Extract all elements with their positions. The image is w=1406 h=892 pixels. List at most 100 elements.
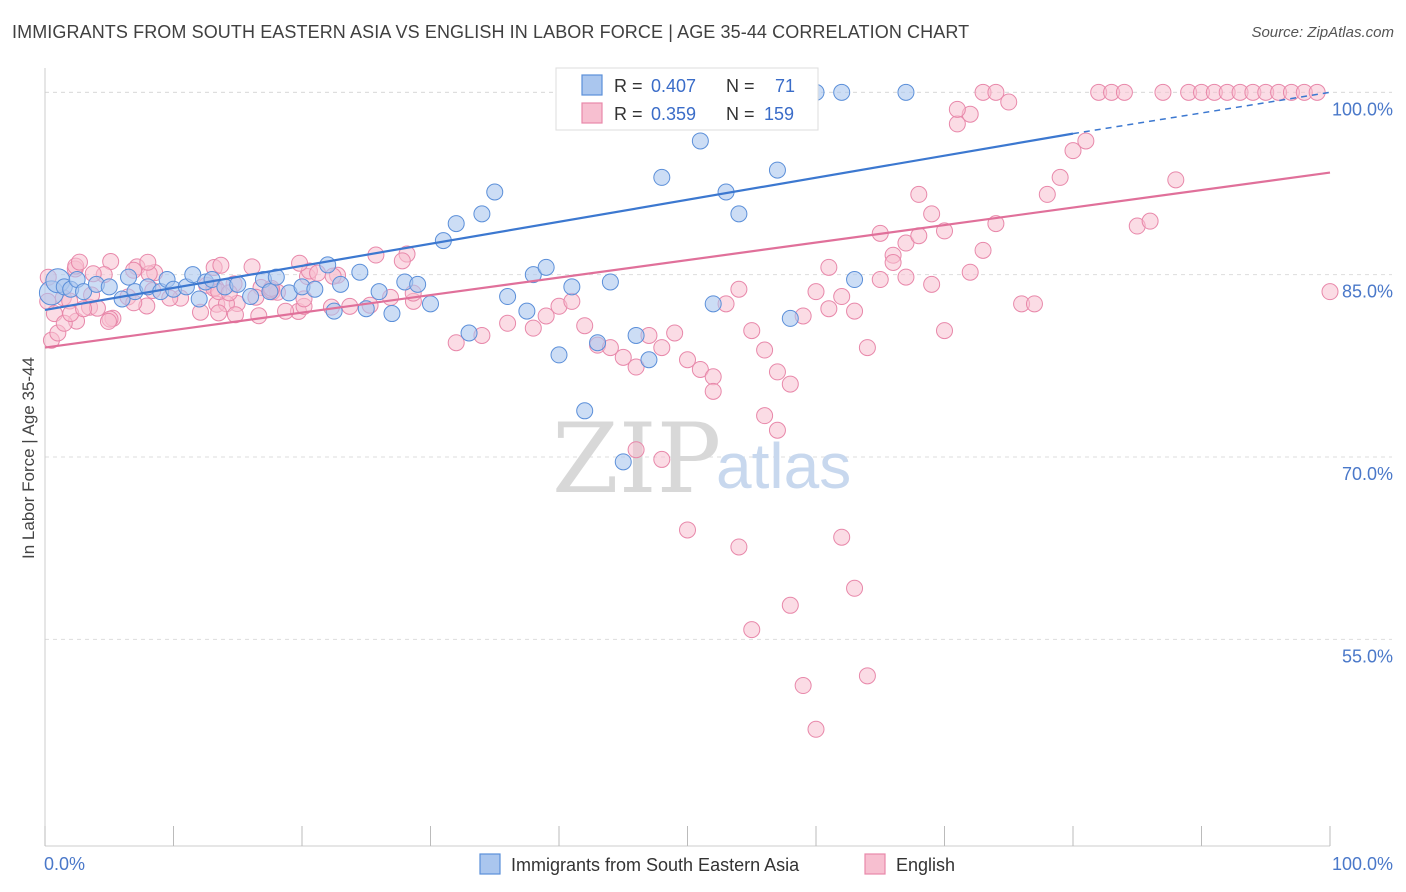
y-tick-labels: 55.0% 70.0% 85.0% 100.0% [1332, 99, 1393, 666]
legend-top: R = 0.407 N = 71 R = 0.359 N = 159 [555, 67, 819, 131]
english-point [897, 268, 915, 286]
english-point [679, 351, 696, 369]
english-point [1000, 93, 1018, 111]
english-point [936, 322, 953, 340]
legend-top-pink-swatch [581, 102, 603, 124]
sea-point [75, 283, 93, 301]
legend-top-r-value-2: 0.359 [651, 104, 696, 124]
sea-point [120, 268, 138, 286]
english-point [987, 83, 1005, 101]
sea-point [614, 453, 632, 471]
english-point [756, 341, 774, 359]
y-tick-label: 70.0% [1342, 464, 1393, 484]
english-point [653, 339, 671, 357]
legend-bottom-label-sea: Immigrants from South Eastern Asia [511, 855, 800, 875]
english-point [704, 368, 722, 386]
english-point [884, 254, 902, 271]
y-tick-label: 100.0% [1332, 99, 1393, 119]
sea-point [261, 283, 279, 301]
sea-point [518, 302, 536, 320]
sea-points [38, 83, 915, 471]
sea-point [576, 402, 594, 420]
legend-top-n-label-2: N = [726, 104, 755, 124]
english-point [743, 621, 761, 639]
sea-point [601, 273, 619, 291]
y-tick-label: 55.0% [1342, 646, 1393, 666]
sea-point [319, 256, 337, 274]
sea-point [730, 205, 748, 223]
sea-point [460, 324, 478, 342]
x-tick-labels: 0.0% 100.0% [44, 854, 1393, 874]
x-tick-label: 100.0% [1332, 854, 1393, 874]
sea-point [325, 302, 343, 320]
sea-point [589, 334, 607, 352]
english-point [781, 375, 799, 393]
english-point [820, 300, 838, 318]
sea-point [563, 278, 581, 296]
english-point [537, 307, 555, 325]
english-point [807, 283, 825, 301]
english-point [1038, 185, 1056, 203]
english-point [743, 322, 761, 340]
english-point [499, 314, 517, 332]
english-point [704, 382, 722, 400]
legend-top-r-label-2: R = [614, 104, 643, 124]
gridlines [45, 91, 1392, 640]
legend-top-r-value-1: 0.407 [651, 76, 696, 96]
sea-point [768, 161, 786, 179]
english-point [910, 185, 928, 203]
english-point [653, 450, 671, 468]
sea-point [499, 288, 517, 306]
english-point [1077, 132, 1095, 150]
english-point [1154, 83, 1172, 101]
sea-point [550, 346, 568, 364]
english-point [871, 271, 889, 289]
english-point [291, 254, 309, 272]
sea-point [833, 83, 851, 101]
english-point [961, 263, 979, 281]
trend-lines [44, 91, 1331, 349]
chart-title: IMMIGRANTS FROM SOUTH EASTERN ASIA VS EN… [12, 22, 970, 42]
legend-bottom-blue-swatch [479, 853, 501, 875]
english-point [923, 275, 941, 293]
sea-point [537, 258, 555, 276]
sea-point [704, 295, 722, 313]
legend-top-r-label-1: R = [614, 76, 643, 96]
watermark: ZIP atlas [552, 403, 851, 515]
legend-top-n-value-2: 159 [764, 104, 794, 124]
sea-point [242, 288, 260, 306]
sea-point [653, 168, 671, 186]
english-point [846, 579, 864, 597]
english-point [833, 528, 851, 546]
legend-top-n-value-1: 71 [775, 76, 795, 96]
sea-point [473, 205, 491, 223]
english-point [936, 222, 953, 240]
english-point [447, 334, 465, 352]
sea-point [409, 275, 427, 293]
sea-point [486, 183, 504, 201]
sea-trend-line [44, 132, 1074, 311]
english-point [768, 421, 786, 439]
english-point [139, 253, 157, 271]
english-point [70, 253, 88, 271]
english-point [794, 677, 812, 695]
sea-point [267, 268, 285, 286]
english-point [691, 360, 709, 378]
sea-point [100, 278, 118, 296]
english-point [781, 596, 799, 614]
english-point [277, 302, 295, 320]
watermark-zip: ZIP [552, 403, 721, 515]
english-point [1115, 83, 1133, 101]
english-point [614, 348, 632, 366]
english-point [1321, 283, 1339, 301]
sea-point [524, 266, 542, 284]
english-point [807, 720, 825, 738]
english-point [1051, 168, 1069, 186]
english-point [1308, 83, 1326, 101]
sea-point [370, 283, 388, 301]
english-point [627, 441, 645, 459]
english-point [250, 307, 268, 325]
sea-point [640, 351, 658, 369]
watermark-atlas: atlas [716, 430, 851, 502]
